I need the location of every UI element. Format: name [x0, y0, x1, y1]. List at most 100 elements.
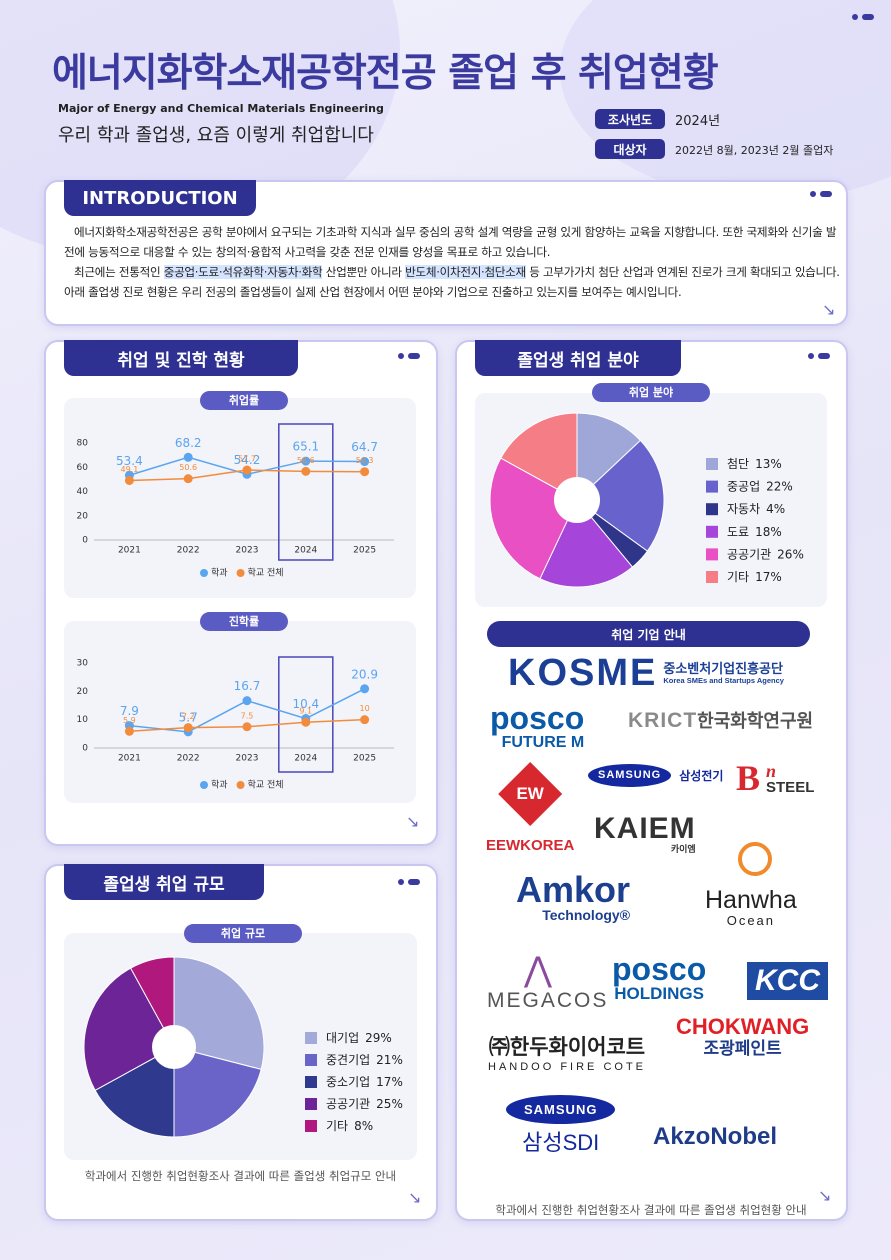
- company-logo: CHOKWANG 조광페인트: [676, 1016, 809, 1060]
- legend-value: 22%: [766, 479, 793, 493]
- paragraph: 최근에는 전통적인 중공업·도료·석유화학·자동차·화학 산업뿐만 아니라 반도…: [64, 262, 844, 302]
- point: [301, 456, 311, 466]
- legend-label: 대기업 29%: [326, 1031, 392, 1045]
- pie-slice: [83, 967, 175, 1092]
- y-tick-label: 10: [77, 715, 89, 725]
- legend-name: 첨단: [727, 457, 749, 471]
- decoration: [808, 353, 830, 359]
- chart-panel: [64, 398, 416, 598]
- company-name: KCC: [747, 962, 828, 1000]
- company-logo: EW EEWKOREA: [486, 762, 574, 853]
- legend-marker: [200, 781, 208, 789]
- company-name: CHOKWANG: [676, 1014, 810, 1039]
- legend-label: 중공업 22%: [727, 479, 793, 493]
- point: [242, 722, 252, 732]
- paragraph: 에너지화학소재공학전공은 공학 분야에서 요구되는 기초과학 지식과 실무 중심…: [64, 222, 844, 262]
- company-logo: Hanwha Ocean: [705, 888, 797, 930]
- legend-marker: [305, 1054, 317, 1066]
- logo-subs: 중소벤처기업진흥공단 Korea SMEs and Startups Agency: [663, 661, 784, 686]
- pie-slice: [500, 412, 578, 501]
- legend-label: 공공기관 25%: [326, 1097, 403, 1111]
- donut-hole: [554, 477, 600, 523]
- company-name: ㈜한두화이어코트: [488, 1036, 646, 1059]
- data-label: 7.5: [241, 711, 254, 720]
- legend-marker: [236, 569, 245, 577]
- chart-title-pill: [184, 924, 302, 943]
- chart-title-pill: [592, 383, 710, 402]
- highlight: 반도체·이차전지·첨단소재: [405, 265, 526, 279]
- chart-panel: [64, 621, 416, 803]
- legend-name: 도료: [727, 524, 749, 538]
- text: 산업뿐만 아니라: [322, 265, 406, 279]
- pie-slice: [173, 1046, 262, 1138]
- company-name: STEEL: [766, 778, 815, 796]
- intro-title: INTRODUCTION: [64, 180, 256, 216]
- point: [301, 466, 311, 476]
- legend-value: 13%: [755, 457, 782, 471]
- legend-label: 중견기업 21%: [326, 1053, 403, 1067]
- logo-icon: ⋀: [524, 950, 552, 990]
- page-title: 에너지화학소재공학전공 졸업 후 취업현황: [52, 51, 719, 96]
- company-logo: AkzoNobel: [653, 1125, 777, 1149]
- legend-value: 17%: [755, 570, 782, 584]
- decoration: [398, 879, 420, 885]
- highlight-box: [278, 423, 334, 561]
- legend-marker: [200, 569, 208, 577]
- company-name: 카이엠: [670, 844, 696, 854]
- legend-label: 학과: [211, 780, 228, 791]
- point: [242, 465, 252, 475]
- company-logo: posco HOLDINGS: [612, 953, 706, 1004]
- intro-text: 에너지화학소재공학전공은 공학 분야에서 요구되는 기초과학 지식과 실무 중심…: [64, 222, 844, 302]
- data-label: 54.2: [234, 453, 261, 467]
- point: [301, 717, 311, 727]
- data-label: 53.4: [116, 454, 143, 468]
- chart-title: 취업 분야: [629, 385, 673, 399]
- point: [360, 457, 370, 467]
- company-name: 조광페인트: [703, 1039, 782, 1058]
- legend-value: 17%: [376, 1075, 403, 1089]
- info-label: 대상자: [595, 139, 665, 159]
- company-name: n: [766, 760, 777, 781]
- line-chart: 진학률 0 10 20 30 2021 2022 2023 2024 2025 7.9 5.7 16.7…: [77, 612, 394, 791]
- pie-slice: [129, 956, 175, 1048]
- chart-title: 취업 규모: [221, 926, 265, 940]
- company-logo: posco FUTURE M: [490, 702, 584, 752]
- legend-value: 8%: [354, 1119, 373, 1133]
- company-logo: ㈜한두화이어코트 HANDOO FIRE COTE: [488, 1037, 646, 1077]
- legend-label: 공공기관 26%: [727, 547, 804, 561]
- info-label: 조사년도: [595, 109, 665, 129]
- point: [124, 726, 134, 736]
- y-tick-label: 20: [77, 511, 89, 521]
- data-label: 64.7: [351, 440, 378, 454]
- legend-marker: [706, 480, 718, 493]
- company-name: 삼성SDI: [522, 1130, 600, 1155]
- y-tick-label: 0: [82, 744, 88, 754]
- data-label: 49.1: [120, 465, 138, 474]
- x-tick-label: 2021: [118, 546, 141, 556]
- pie-slice: [539, 499, 634, 588]
- company-name: Technology®: [542, 907, 631, 923]
- decoration: [398, 353, 420, 359]
- text: 에너지화학소재공학전공은 공학 분야에서 요구되는 기초과학 지식과 실무 중심…: [64, 225, 837, 259]
- pie-slice: [94, 1046, 175, 1138]
- caption: 학과에서 진행한 취업현황조사 결과에 따른 졸업생 취업규모 안내: [84, 1169, 397, 1183]
- legend-marker: [706, 548, 718, 561]
- y-tick-label: 30: [77, 659, 89, 669]
- y-tick-label: 40: [77, 487, 89, 497]
- data-label: 68.2: [175, 436, 202, 450]
- pie-slice: [173, 956, 265, 1070]
- legend-marker: [305, 1098, 317, 1110]
- data-label: 10.4: [292, 697, 319, 711]
- logo-subs: n STEEL: [766, 762, 814, 795]
- chart-title-pill: [200, 391, 288, 410]
- legend-name: 자동차: [727, 502, 760, 516]
- section-title: 졸업생 취업 규모: [64, 864, 264, 900]
- point: [360, 715, 370, 725]
- arrow-icon: ↘: [822, 300, 836, 319]
- company-name: KRICT: [628, 709, 698, 732]
- legend-label: 기타 8%: [326, 1119, 373, 1133]
